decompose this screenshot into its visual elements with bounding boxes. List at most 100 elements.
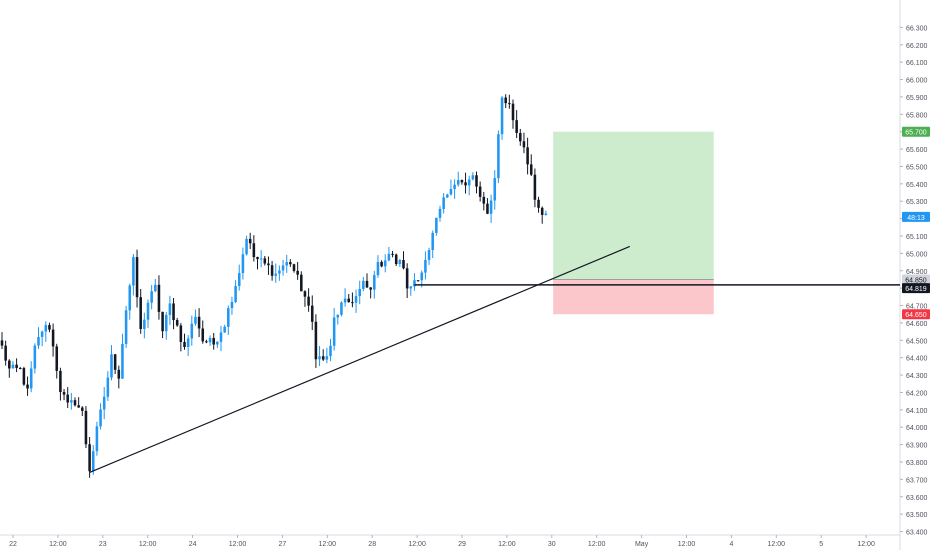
candle-body <box>110 354 113 378</box>
candle-body <box>190 323 194 339</box>
candle-body <box>449 188 453 195</box>
x-tick-label: 12:00 <box>319 541 337 548</box>
candle-body <box>259 258 263 260</box>
candle-body <box>336 314 340 318</box>
candle-body <box>508 103 511 105</box>
y-tick-label: 65.100 <box>906 234 928 241</box>
candle-body <box>471 175 475 180</box>
candle-body <box>416 280 420 282</box>
target-price-label-bg <box>902 126 930 137</box>
candle-body <box>219 332 223 342</box>
candle-body <box>197 316 201 329</box>
y-tick-label: 63.500 <box>906 512 928 519</box>
y-tick-label: 64.000 <box>906 425 928 432</box>
candle-body <box>281 265 285 271</box>
x-tick-label: 5 <box>819 541 823 548</box>
candle-body <box>274 273 278 276</box>
candle-body <box>544 213 548 215</box>
candle-body <box>11 364 15 369</box>
y-tick-label: 63.900 <box>906 443 928 450</box>
candle-body <box>4 345 7 361</box>
candle-body <box>420 272 424 281</box>
candle-body <box>29 368 33 389</box>
y-tick-label: 63.400 <box>906 530 928 537</box>
candle-body <box>161 311 164 332</box>
candle-body <box>66 394 69 403</box>
candle-body <box>95 426 99 452</box>
candle-body <box>321 356 325 360</box>
candle-body <box>511 103 515 121</box>
y-tick-label: 64.200 <box>906 390 928 397</box>
candle-body <box>446 194 449 198</box>
x-tick-label: 12:00 <box>768 541 786 548</box>
candle-body <box>464 182 467 186</box>
candle-body <box>365 280 369 288</box>
candle-body <box>183 341 186 347</box>
candle-body <box>55 346 59 371</box>
candle-body <box>519 132 522 142</box>
candle-body <box>351 302 354 304</box>
y-tick-label: 63.600 <box>906 495 928 502</box>
candle-body <box>256 257 259 260</box>
entry-price-label-bg <box>902 274 930 285</box>
candle-body <box>314 321 318 360</box>
candle-body <box>383 260 387 267</box>
candle-body <box>164 314 168 332</box>
candle-body <box>154 284 157 292</box>
x-tick-label: 12:00 <box>408 541 426 548</box>
x-tick-label: May <box>635 541 649 548</box>
y-tick-label: 64.100 <box>906 408 928 415</box>
y-tick-label: 64.400 <box>906 356 928 363</box>
candle-body <box>391 253 394 255</box>
candle-body <box>369 287 372 290</box>
candle-body <box>453 184 456 189</box>
candle-body <box>8 360 11 369</box>
candle-body <box>40 331 44 337</box>
candle-body <box>84 410 88 445</box>
candle-body <box>300 274 303 292</box>
candle-body <box>522 141 526 148</box>
candle-body <box>529 164 533 175</box>
candle-body <box>88 444 91 472</box>
candle-body <box>329 345 332 357</box>
y-tick-label: 64.300 <box>906 373 928 380</box>
candle-body <box>51 329 55 347</box>
x-tick-label: 12:00 <box>498 541 516 548</box>
x-tick-label: 22 <box>9 541 17 548</box>
entry-price-label: 64.850 <box>905 277 927 284</box>
candle-body <box>358 288 361 297</box>
candle-body <box>478 186 482 197</box>
x-tick-label: 28 <box>368 541 376 548</box>
y-tick-label: 64.700 <box>906 304 928 311</box>
candle-body <box>270 265 274 276</box>
profit-zone[interactable] <box>553 131 714 280</box>
candle-body <box>376 261 380 276</box>
candle-body <box>318 356 321 360</box>
candle-body <box>62 392 66 395</box>
candle-body <box>121 343 124 379</box>
line-price-label: 64.819 <box>905 286 927 293</box>
candle-body <box>424 259 427 273</box>
candle-body <box>307 296 310 306</box>
candle-body <box>292 264 296 271</box>
candle-body <box>212 337 215 345</box>
candle-body <box>44 325 48 332</box>
candle-body <box>289 262 292 265</box>
candle-body <box>237 273 241 287</box>
x-tick-label: 29 <box>458 541 466 548</box>
candle-body <box>460 180 464 183</box>
y-tick-label: 66.000 <box>906 78 928 85</box>
candle-body <box>135 257 139 298</box>
x-tick-label: 30 <box>548 541 556 548</box>
candle-body <box>245 238 248 255</box>
y-tick-label: 66.300 <box>906 25 928 32</box>
y-tick-label: 65.400 <box>906 182 928 189</box>
candle-body <box>343 298 347 303</box>
candle-body <box>347 298 351 303</box>
candle-body <box>267 263 270 266</box>
candle-body <box>18 367 22 369</box>
trend-line[interactable] <box>89 245 631 473</box>
candle-body <box>175 320 179 326</box>
